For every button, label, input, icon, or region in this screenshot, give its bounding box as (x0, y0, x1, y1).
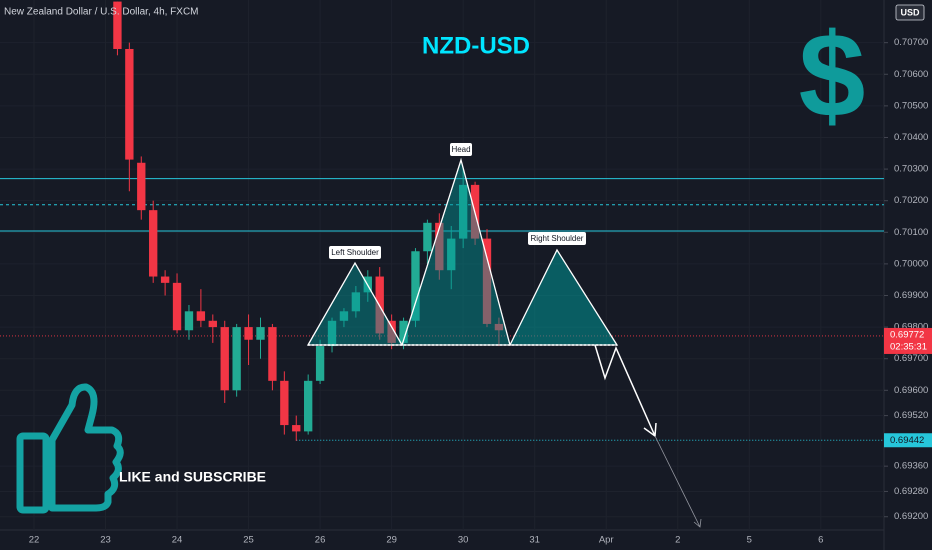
pattern-label: Left Shoulder (331, 248, 379, 257)
candle-body (125, 48, 134, 160)
y-tick-label: 0.70000 (894, 258, 928, 269)
candle-body (387, 320, 396, 343)
x-tick-label: 24 (172, 535, 183, 546)
y-tick-label: 0.69360 (894, 461, 928, 472)
candle-body (315, 346, 325, 381)
arrow-head (693, 518, 702, 528)
label-box (329, 246, 381, 259)
x-tick-label: Apr (599, 535, 614, 546)
last-price-label: 0.69772 (890, 329, 924, 340)
candle-body (399, 320, 408, 343)
target-arrow (654, 435, 701, 528)
candle-body (447, 238, 456, 271)
candle-body (244, 327, 253, 340)
chart-title: NZD-USD (422, 32, 530, 59)
candle-body (339, 311, 349, 321)
candle-body (435, 222, 444, 271)
x-tick-label: 25 (243, 535, 254, 546)
head-and-shoulders: Left Shoulder Head Right Shoulder (306, 143, 702, 528)
candle-body (482, 238, 492, 324)
target-label: 0.69442 (890, 435, 924, 446)
candle-body (494, 323, 504, 331)
left-shoulder-shape (306, 261, 404, 346)
y-tick-label: 0.69200 (894, 511, 928, 522)
candle-body (196, 311, 206, 321)
candle-body (113, 1, 122, 49)
x-tick-label: 2 (675, 535, 680, 546)
candle-body (268, 327, 277, 381)
candle-body (351, 292, 361, 312)
target-tag (884, 433, 932, 448)
y-tick-label: 0.69600 (894, 385, 928, 396)
currency-label[interactable]: USD (900, 7, 920, 17)
right-shoulder-shape (508, 248, 619, 346)
candle-body (160, 276, 170, 283)
thumb-hand (48, 383, 124, 512)
candle-body (208, 320, 217, 328)
annotation: LIKE and SUBSCRIBE (119, 469, 266, 485)
y-tick-label: 0.70700 (894, 37, 928, 48)
projection-arrow (594, 344, 656, 437)
x-tick-label: 30 (458, 535, 469, 546)
symbol-header: New Zealand Dollar / U.S. Dollar, 4h, FX… (4, 7, 199, 18)
y-tick-label: 0.70600 (894, 69, 928, 80)
candle-body (304, 380, 313, 432)
x-tick-label: 5 (747, 535, 752, 546)
y-tick-label: 0.69800 (894, 322, 928, 333)
x-tick-label: 6 (818, 535, 823, 546)
label-box (450, 143, 472, 156)
thumb-cuff (16, 432, 50, 514)
candle-body (149, 210, 158, 277)
last-price-tag (884, 327, 932, 354)
candle-body (137, 162, 146, 211)
y-tick-label: 0.69900 (894, 290, 928, 301)
y-tick-label: 0.69520 (894, 410, 928, 421)
pattern-label: Right Shoulder (531, 234, 584, 243)
candle-body (327, 320, 337, 347)
dollar-icon: $ (799, 9, 866, 143)
countdown-label: 02:35:31 (890, 341, 927, 352)
candle-body (292, 425, 301, 432)
x-tick-label: 26 (315, 535, 326, 546)
x-tick-label: 31 (529, 535, 540, 546)
candle-body (232, 327, 241, 391)
candle-body (256, 327, 265, 340)
y-tick-label: 0.69700 (894, 353, 928, 364)
y-tick-label: 0.69280 (894, 486, 928, 497)
candle-body (411, 251, 420, 321)
y-tick-label: 0.70100 (894, 227, 928, 238)
candle-body (184, 311, 194, 331)
pattern-label: Head (451, 145, 470, 154)
y-tick-label: 0.70300 (894, 164, 928, 175)
y-tick-label: 0.70400 (894, 132, 928, 143)
candle-body (423, 222, 432, 252)
candle-body (280, 380, 289, 426)
label-box (528, 232, 586, 245)
thumbs-up-icon (16, 383, 124, 514)
y-tick-label: 0.70200 (894, 195, 928, 206)
x-tick-label: 22 (29, 535, 40, 546)
candle-body (458, 184, 468, 239)
x-tick-label: 29 (386, 535, 397, 546)
candle-body (220, 327, 229, 391)
y-tick-label: 0.70500 (894, 100, 928, 111)
currency-badge[interactable] (895, 4, 925, 21)
candle-body (172, 282, 182, 331)
x-tick-label: 23 (100, 535, 111, 546)
